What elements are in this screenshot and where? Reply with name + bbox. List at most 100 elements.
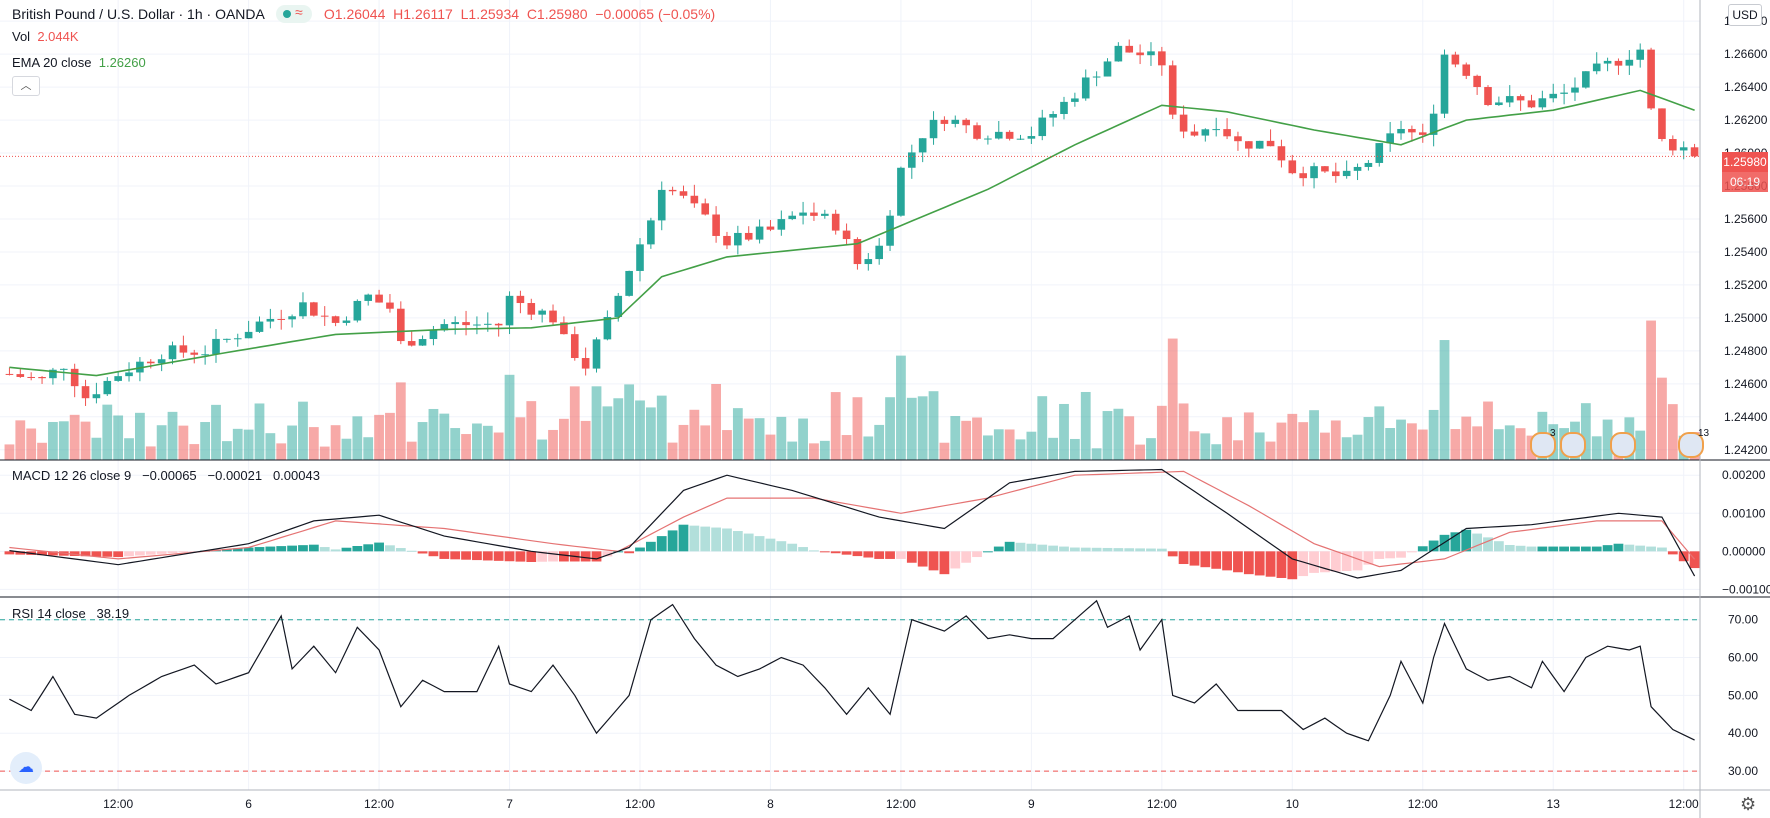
- tradingview-logo-icon[interactable]: ☁: [10, 752, 42, 784]
- volume-bar: [798, 418, 808, 460]
- rsi-tick-label: 40.00: [1728, 726, 1758, 740]
- macd-histogram-bar: [69, 551, 80, 556]
- macd-histogram-bar: [91, 551, 102, 557]
- legend-volume[interactable]: Vol 2.044K: [12, 29, 79, 44]
- candle-body: [320, 315, 329, 317]
- uk-flag-icon[interactable]: 13: [1678, 428, 1709, 458]
- uk-flag-icon[interactable]: [1610, 432, 1636, 458]
- us-flag-icon[interactable]: 3: [1530, 428, 1556, 458]
- macd-tick-label: 0.00000: [1722, 544, 1766, 558]
- volume-bar: [1439, 340, 1450, 460]
- candle-body: [1288, 160, 1297, 174]
- volume-bar: [48, 421, 58, 460]
- volume-bar: [450, 428, 461, 460]
- volume-bar: [504, 374, 515, 460]
- macd-histogram-bar: [482, 551, 493, 561]
- macd-histogram-bar: [1667, 551, 1678, 555]
- candle-body: [440, 324, 449, 331]
- candle-body: [1245, 141, 1253, 149]
- candle-body: [364, 294, 373, 301]
- candle-body: [1016, 138, 1025, 140]
- candle-body: [625, 270, 633, 296]
- candle-body: [1495, 102, 1503, 106]
- volume-bar: [135, 412, 145, 460]
- symbol-title[interactable]: British Pound / U.S. Dollar · 1h · OANDA: [12, 6, 265, 22]
- volume-bar: [961, 420, 972, 460]
- macd-histogram-bar: [1613, 543, 1624, 552]
- macd-histogram-bar: [417, 551, 428, 554]
- volume-bar: [341, 438, 352, 460]
- candle-body: [103, 380, 112, 395]
- candle-body: [1147, 51, 1155, 56]
- volume-bar: [950, 416, 961, 460]
- volume-bar: [221, 441, 232, 460]
- macd-histogram-bar: [1156, 548, 1167, 552]
- candle-body: [179, 345, 188, 353]
- collapse-legend-button[interactable]: ︿: [12, 76, 40, 96]
- candle-body: [516, 295, 525, 304]
- macd-histogram-bar: [1537, 546, 1548, 552]
- volume-bar: [330, 425, 341, 460]
- volume-bar: [1233, 440, 1243, 460]
- candle-body: [897, 167, 905, 216]
- volume-bar: [928, 391, 939, 460]
- candle-body: [1636, 49, 1645, 60]
- macd-histogram-bar: [1646, 546, 1656, 552]
- volume-bar: [993, 429, 1004, 460]
- volume-bar: [1450, 429, 1461, 460]
- macd-histogram-bar: [776, 541, 787, 552]
- macd-histogram-bar: [1287, 551, 1298, 580]
- volume-bar: [591, 386, 602, 460]
- macd-legend[interactable]: MACD 12 26 close 9 −0.00065 −0.00021 0.0…: [12, 468, 320, 483]
- candle-body: [223, 338, 231, 340]
- candle-body: [1669, 139, 1677, 151]
- macd-histogram-bar: [428, 551, 439, 557]
- macd-histogram-bar: [635, 547, 645, 552]
- macd-histogram-bar: [841, 551, 852, 555]
- volume-bar: [1580, 403, 1591, 460]
- macd-histogram-bar: [1472, 533, 1483, 552]
- macd-histogram-bar: [1048, 545, 1059, 552]
- macd-pane: [4, 468, 1700, 580]
- macd-histogram-bar: [113, 551, 124, 558]
- volume-bar: [189, 444, 200, 460]
- hist-value: 0.00043: [272, 468, 320, 483]
- candle-body: [16, 374, 25, 377]
- volume-bar: [602, 406, 613, 460]
- rsi-legend[interactable]: RSI 14 close 38.19: [12, 606, 129, 621]
- ema-line: [9, 89, 1695, 377]
- open-value: O1.26044: [323, 6, 386, 22]
- candle-body: [1516, 96, 1525, 101]
- candle-body: [1234, 136, 1242, 142]
- candle-body: [342, 320, 351, 323]
- volume-bar: [885, 397, 895, 460]
- macd-histogram-bar: [678, 524, 689, 552]
- candle-body: [212, 338, 220, 355]
- legend-ema[interactable]: EMA 20 close 1.26260: [12, 55, 146, 70]
- candle-body: [1527, 100, 1536, 108]
- volume-bar: [754, 418, 765, 460]
- candle-body: [277, 318, 286, 320]
- candle-body: [92, 394, 101, 399]
- macd-histogram-bar: [363, 544, 374, 552]
- close-value: C1.25980: [526, 6, 588, 22]
- market-status-pill[interactable]: ≈: [275, 4, 312, 24]
- volume-bar: [1602, 419, 1613, 460]
- macd-histogram-bar: [178, 551, 189, 553]
- signal-value: −0.00021: [207, 468, 263, 483]
- volume-bar: [1330, 420, 1341, 460]
- macd-histogram-bar: [743, 533, 754, 552]
- currency-label[interactable]: USD: [1728, 4, 1762, 26]
- macd-histogram-bar: [254, 547, 265, 552]
- us-flag-icon[interactable]: [1560, 432, 1586, 458]
- macd-histogram-bar: [221, 549, 232, 552]
- candle-body: [723, 235, 731, 246]
- volume-bar: [700, 425, 711, 460]
- candle-body: [1266, 140, 1275, 147]
- candle-body: [114, 376, 122, 381]
- volume-bar: [1287, 413, 1298, 460]
- gear-icon[interactable]: ⚙: [1740, 794, 1757, 814]
- volume-bar: [145, 446, 156, 460]
- volume-bar: [1069, 438, 1080, 460]
